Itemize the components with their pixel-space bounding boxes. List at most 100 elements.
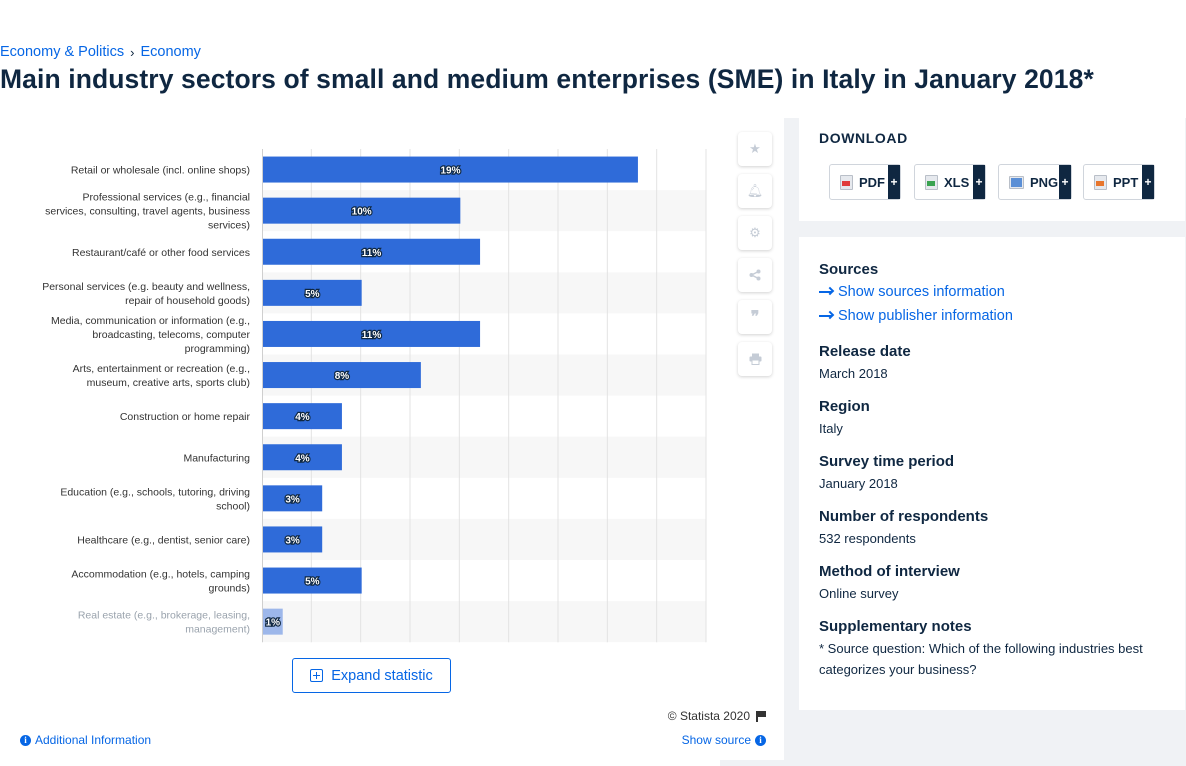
plus-icon: + — [973, 165, 985, 199]
data-label: 11% — [362, 330, 382, 341]
region-heading: Region — [819, 398, 870, 415]
download-png-button[interactable]: PNG + — [998, 164, 1072, 200]
region-value: Italy — [819, 421, 843, 436]
info-icon: i — [755, 734, 766, 746]
category-label: Education (e.g., schools, tutoring, driv… — [60, 486, 250, 512]
bar — [263, 320, 481, 347]
additional-information-link[interactable]: i Additional Information — [20, 733, 151, 747]
respondents-heading: Number of respondents — [819, 508, 989, 525]
metadata-card: Sources Show sources information Show pu… — [799, 237, 1185, 710]
expand-statistic-button[interactable]: Expand statistic — [292, 658, 451, 693]
bar — [263, 197, 461, 224]
plus-icon: + — [1059, 165, 1071, 199]
category-label: Personal services (e.g. beauty and welln… — [42, 281, 250, 307]
respondents-value: 532 respondents — [819, 531, 916, 546]
category-label: Media, communication or information (e.g… — [51, 315, 251, 355]
row-band — [262, 601, 706, 643]
page-title: Main industry sectors of small and mediu… — [0, 64, 1094, 94]
data-label: 19% — [440, 166, 460, 177]
show-publisher-link[interactable]: Show publisher information — [819, 308, 1013, 324]
print-icon[interactable] — [738, 342, 772, 376]
data-label: 3% — [285, 535, 300, 546]
quote-icon[interactable]: ❞ — [738, 300, 772, 334]
show-source-label: Show source — [681, 733, 751, 747]
download-title: DOWNLOAD — [819, 130, 908, 146]
download-png-label: PNG — [1030, 174, 1059, 190]
bar — [263, 444, 342, 471]
download-ppt-label: PPT — [1113, 174, 1139, 190]
category-label: Retail or wholesale (incl. online shops) — [71, 165, 250, 177]
show-sources-label: Show sources information — [838, 284, 1005, 300]
breadcrumb: Economy & Politics › Economy — [0, 44, 201, 60]
copyright-text: © Statista 2020 — [667, 709, 750, 723]
data-label: 8% — [335, 371, 350, 382]
expand-statistic-label: Expand statistic — [331, 667, 433, 684]
data-label: 5% — [305, 577, 320, 588]
info-icon: i — [20, 734, 31, 746]
data-label: 11% — [362, 248, 382, 259]
download-xls-label: XLS — [944, 174, 970, 190]
release-date-value: March 2018 — [819, 366, 888, 381]
bar — [263, 485, 323, 512]
sources-heading: Sources — [819, 261, 879, 278]
download-card: DOWNLOAD PDF + XLS + PNG + PPT + — [799, 118, 1185, 221]
arrow-right-icon — [819, 315, 832, 317]
gear-icon[interactable]: ⚙ — [738, 216, 772, 250]
bar — [263, 608, 283, 635]
ppt-file-icon — [1094, 174, 1107, 190]
supplementary-notes-value: * Source question: Which of the followin… — [819, 641, 1143, 677]
download-pdf-button[interactable]: PDF + — [829, 164, 901, 200]
bar — [263, 362, 421, 389]
download-ppt-button[interactable]: PPT + — [1083, 164, 1155, 200]
xls-file-icon — [925, 174, 938, 190]
row-band — [262, 518, 706, 560]
bar — [263, 156, 638, 183]
data-label: 4% — [295, 453, 310, 464]
bar — [263, 526, 323, 553]
bar-chart: 19% Retail or wholesale (incl. online sho… — [42, 149, 707, 643]
bar — [263, 279, 362, 306]
bar — [263, 403, 342, 430]
additional-information-label: Additional Information — [35, 733, 152, 747]
bar — [263, 567, 362, 594]
star-icon[interactable]: ★ — [738, 132, 772, 166]
supplementary-notes-heading: Supplementary notes — [819, 618, 972, 635]
data-label: 3% — [285, 494, 300, 505]
category-label: Construction or home repair — [120, 411, 251, 423]
breadcrumb-item-economy[interactable]: Economy — [140, 44, 201, 60]
release-date-heading: Release date — [819, 343, 911, 360]
arrow-right-icon — [819, 291, 832, 293]
download-pdf-label: PDF — [859, 174, 885, 190]
interview-method-heading: Method of interview — [819, 563, 960, 580]
category-label: Real estate (e.g., brokerage, leasing, ma… — [78, 610, 250, 636]
chart-card: 19% Retail or wholesale (incl. online sho… — [0, 118, 784, 766]
plus-icon: + — [1142, 165, 1154, 199]
category-label: Restaurant/café or other food services — [72, 247, 250, 259]
survey-period-heading: Survey time period — [819, 453, 955, 470]
survey-period-value: January 2018 — [819, 476, 898, 491]
category-label: Manufacturing — [183, 452, 250, 464]
category-label: Arts, entertainment or recreation (e.g.,… — [73, 363, 250, 389]
chevron-right-icon: › — [130, 44, 135, 60]
flag-icon[interactable] — [756, 710, 766, 722]
chart-toolbar: ★ 🔔︎ ⚙ ❞ — [738, 132, 772, 384]
data-label: 4% — [295, 412, 310, 423]
data-label: 5% — [305, 289, 320, 300]
data-label: 1% — [266, 618, 281, 629]
page-header — [0, 0, 1186, 118]
category-label: Professional services (e.g., financial se… — [45, 192, 250, 232]
share-icon[interactable] — [738, 258, 772, 292]
breadcrumb-item-economy-politics[interactable]: Economy & Politics — [0, 44, 125, 60]
category-label: Healthcare (e.g., dentist, senior care) — [77, 534, 250, 546]
chart-fade-overlay — [0, 686, 720, 766]
show-source-link[interactable]: Show source i — [682, 733, 766, 747]
plus-icon: + — [888, 165, 900, 199]
png-file-icon — [1009, 175, 1024, 189]
interview-method-value: Online survey — [819, 586, 899, 601]
plus-square-icon — [310, 669, 324, 682]
bell-icon[interactable]: 🔔︎ — [738, 174, 772, 208]
category-label: Accommodation (e.g., hotels, camping grou… — [71, 569, 250, 595]
show-sources-link[interactable]: Show sources information — [819, 284, 1005, 300]
download-xls-button[interactable]: XLS + — [914, 164, 986, 200]
pdf-file-icon — [840, 174, 853, 190]
